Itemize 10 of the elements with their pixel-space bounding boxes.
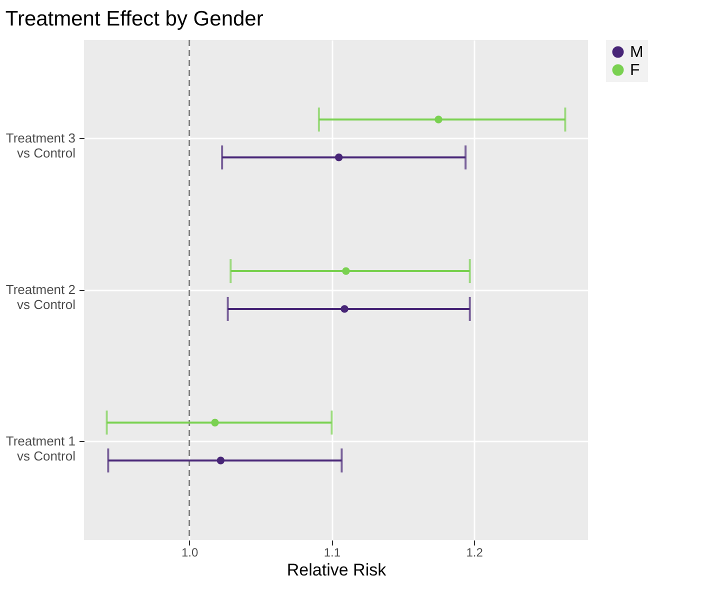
y-tick-label: Treatment 1 vs Control bbox=[6, 434, 76, 464]
x-tick-label: 1.0 bbox=[182, 546, 199, 560]
x-tick-label: 1.2 bbox=[466, 546, 484, 560]
y-tick-label: Treatment 3 vs Control bbox=[6, 130, 76, 160]
x-axis-title: Relative Risk bbox=[286, 560, 387, 580]
x-tick-label: 1.1 bbox=[324, 546, 341, 560]
chart-title: Treatment Effect by Gender bbox=[5, 7, 264, 30]
legend-label: F bbox=[630, 62, 640, 79]
legend-label: M bbox=[630, 44, 644, 61]
y-tick-label: Treatment 2 vs Control bbox=[6, 282, 76, 312]
